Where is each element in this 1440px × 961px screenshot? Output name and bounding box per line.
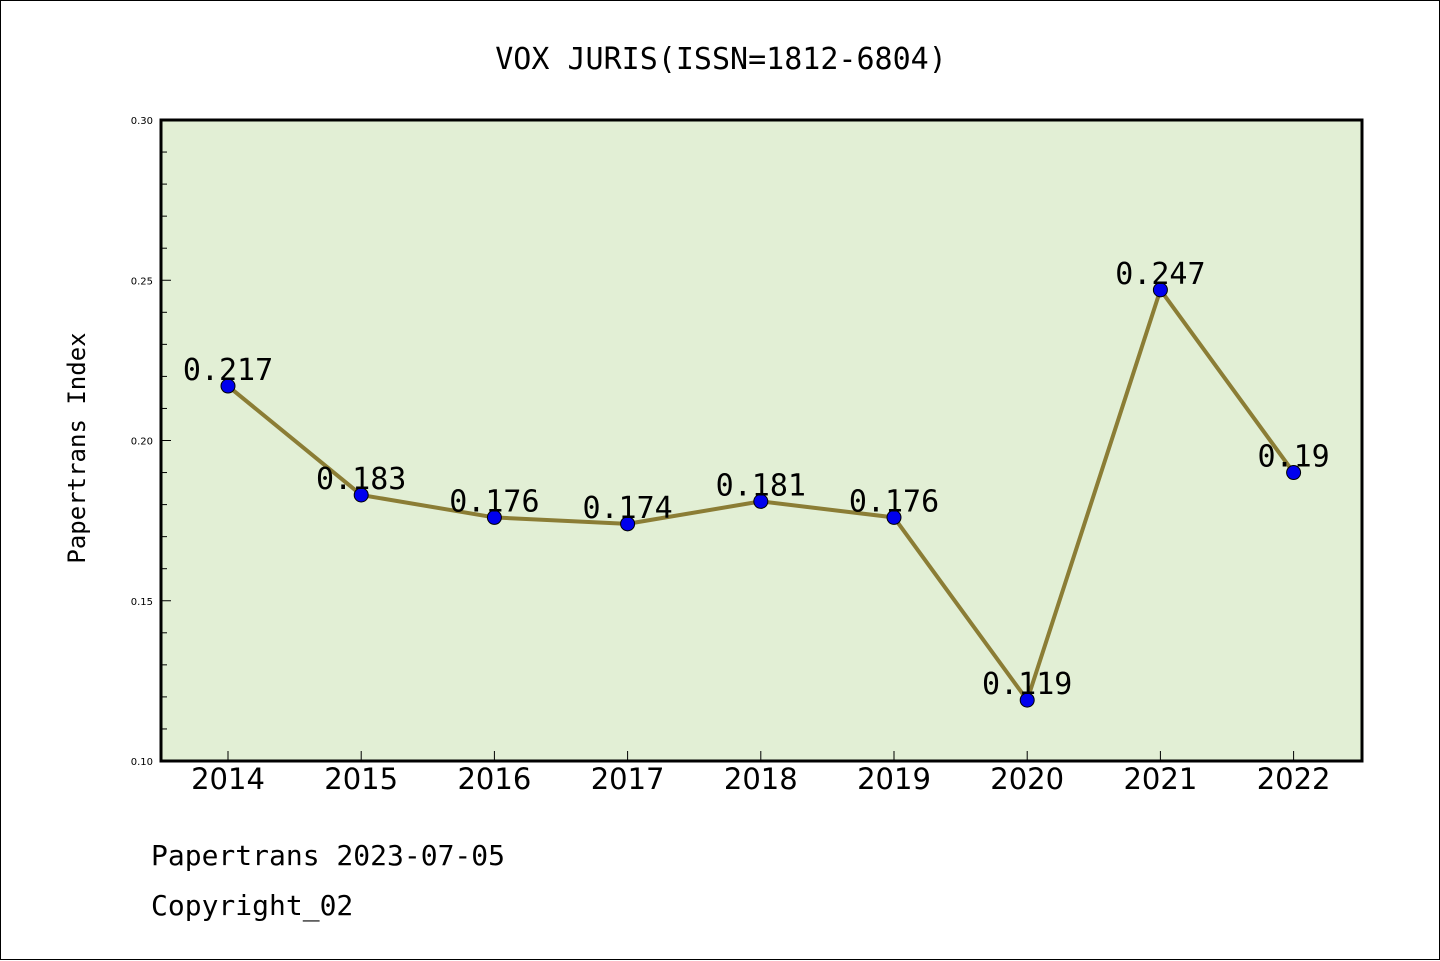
y-tick-label: 0.10 [131, 757, 153, 768]
data-label: 0.176 [449, 484, 539, 519]
footer-copyright: Copyright_02 [151, 889, 353, 923]
y-tick-label: 0.25 [131, 276, 153, 287]
data-point [620, 516, 636, 532]
series-layer [220, 282, 1302, 708]
x-tick-label: 2020 [990, 762, 1064, 796]
data-label: 0.174 [582, 491, 672, 526]
data-point [220, 378, 236, 394]
data-point [353, 487, 369, 503]
plot-area [159, 118, 1364, 763]
data-point [886, 509, 902, 525]
y-tick-label: 0.15 [131, 597, 153, 608]
x-tick-label: 2019 [857, 762, 931, 796]
x-tick-label: 2016 [457, 762, 531, 796]
y-tick-label: 0.20 [131, 437, 153, 448]
y-axis-label: Papertrans Index [63, 332, 91, 563]
x-axis: 2014 2015 2016 2017 2018 2019 2020 2021 2022 [191, 751, 1331, 796]
data-point [1019, 692, 1035, 708]
y-axis: 0.10 0.15 0.20 0.25 0.30 [131, 116, 171, 768]
data-point [753, 493, 769, 509]
data-label: 0.181 [716, 468, 806, 503]
x-tick-label: 2014 [191, 762, 265, 796]
data-point [1152, 282, 1168, 298]
data-label: 0.176 [849, 484, 939, 519]
chart-title: VOX JURIS(ISSN=1812-6804) [495, 42, 947, 77]
data-label: 0.119 [982, 667, 1072, 702]
data-label: 0.19 [1257, 440, 1329, 475]
x-tick-label: 2017 [591, 762, 665, 796]
x-tick-label: 2021 [1123, 762, 1197, 796]
footer-date: Papertrans 2023-07-05 [151, 839, 505, 872]
x-tick-label: 2022 [1257, 762, 1331, 796]
data-labels: 0.217 0.183 0.176 0.174 0.181 0.176 0.119 0.247… [183, 257, 1330, 702]
y-tick-label: 0.30 [131, 116, 153, 127]
data-label: 0.217 [183, 353, 273, 388]
x-tick-label: 2018 [724, 762, 798, 796]
data-label: 0.183 [316, 462, 406, 497]
data-point [1286, 465, 1302, 481]
data-label: 0.247 [1115, 257, 1205, 292]
data-point [486, 509, 502, 525]
x-tick-label: 2015 [324, 762, 398, 796]
